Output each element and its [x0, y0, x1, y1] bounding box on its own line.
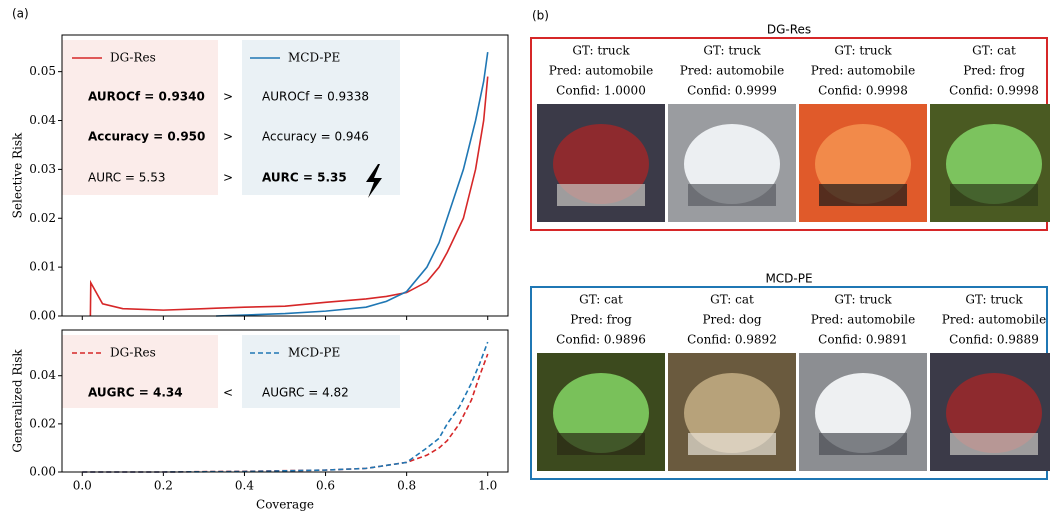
bolt-icon [366, 164, 382, 198]
image [688, 184, 776, 206]
caption: GT: truck [834, 44, 892, 58]
y-tick-label: 0.00 [29, 465, 56, 479]
metric: Accuracy = 0.946 [262, 130, 369, 144]
group-title: DG-Res [767, 23, 811, 37]
legend-box [62, 335, 218, 408]
image [557, 433, 645, 455]
caption: Pred: frog [963, 64, 1025, 78]
caption: GT: cat [972, 44, 1016, 58]
image [688, 433, 776, 455]
legend-label: DG-Res [110, 346, 156, 360]
image [950, 433, 1038, 455]
plot-frame [61, 329, 509, 473]
caption: Confid: 0.9998 [949, 84, 1039, 98]
caption: Pred: automobile [811, 313, 915, 327]
image [950, 184, 1038, 206]
metric: AUGRC = 4.82 [262, 386, 349, 400]
caption: Confid: 0.9896 [556, 333, 646, 347]
x-tick-label: 0.0 [73, 479, 92, 493]
metric: AUROCf = 0.9340 [88, 90, 205, 104]
image [819, 184, 907, 206]
metric: Accuracy = 0.950 [88, 130, 205, 144]
caption: Confid: 0.9889 [949, 333, 1039, 347]
y-tick-label: 0.01 [29, 260, 56, 274]
legend-label: MCD-PE [288, 51, 340, 65]
caption: Confid: 0.9891 [818, 333, 908, 347]
metric: AURC = 5.35 [262, 171, 347, 185]
comparator: > [223, 130, 233, 144]
caption: GT: cat [710, 293, 754, 307]
metric: AURC = 5.53 [88, 171, 166, 185]
x-tick-label: 0.6 [316, 479, 335, 493]
caption: Confid: 0.9892 [687, 333, 777, 347]
legend-box [242, 40, 400, 195]
caption: Confid: 1.0000 [556, 84, 646, 98]
comparator: < [223, 386, 233, 400]
caption: GT: truck [572, 44, 630, 58]
caption: Confid: 0.9998 [818, 84, 908, 98]
series-line [216, 51, 489, 317]
comparator: > [223, 171, 233, 185]
caption: Confid: 0.9999 [687, 84, 777, 98]
y-tick-label: 0.04 [29, 368, 56, 382]
caption: GT: truck [703, 44, 761, 58]
caption: Pred: automobile [549, 64, 653, 78]
caption: GT: cat [579, 293, 623, 307]
series-line [89, 76, 489, 317]
legend-box [242, 335, 400, 408]
group-title: MCD-PE [765, 272, 812, 286]
y-axis-label: Selective Risk [11, 132, 25, 218]
image [557, 184, 645, 206]
y-tick-label: 0.04 [29, 113, 56, 127]
x-tick-label: 0.8 [397, 479, 416, 493]
x-tick-label: 0.4 [235, 479, 254, 493]
y-tick-label: 0.05 [29, 64, 56, 78]
y-tick-label: 0.02 [29, 211, 56, 225]
x-axis-label: Coverage [256, 498, 314, 511]
metric: AUROCf = 0.9338 [262, 90, 369, 104]
panel-label: (a) [12, 7, 29, 21]
legend-box [62, 40, 218, 195]
caption: Pred: dog [702, 313, 761, 327]
comparator: > [223, 90, 233, 104]
panel-label: (b) [532, 9, 549, 23]
metric: AUGRC = 4.34 [88, 386, 183, 400]
legend-label: DG-Res [110, 51, 156, 65]
x-tick-label: 1.0 [478, 479, 497, 493]
plot-frame [61, 34, 509, 317]
y-axis-label: Generalized Risk [11, 349, 25, 453]
caption: GT: truck [834, 293, 892, 307]
y-tick-label: 0.02 [29, 416, 56, 430]
caption: Pred: automobile [942, 313, 1046, 327]
image [819, 433, 907, 455]
caption: Pred: frog [570, 313, 632, 327]
caption: Pred: automobile [811, 64, 915, 78]
caption: GT: truck [965, 293, 1023, 307]
legend-label: MCD-PE [288, 346, 340, 360]
y-tick-label: 0.03 [29, 162, 56, 176]
y-tick-label: 0.00 [29, 309, 56, 323]
x-tick-label: 0.2 [154, 479, 173, 493]
caption: Pred: automobile [680, 64, 784, 78]
